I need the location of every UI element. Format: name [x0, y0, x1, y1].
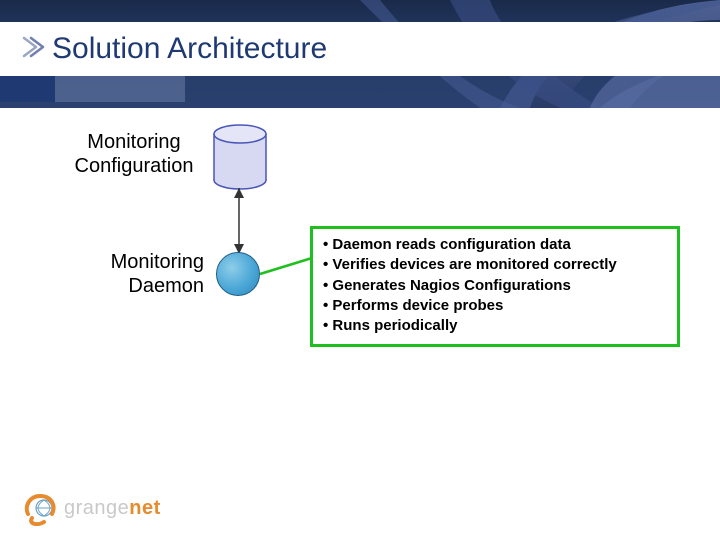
callout-item: Performs device probes — [323, 296, 667, 316]
callout-box: Daemon reads configuration data Verifies… — [310, 226, 680, 347]
daemon-label: Monitoring Daemon — [64, 250, 204, 298]
title-bar: Solution Architecture — [0, 22, 720, 76]
callout-list: Daemon reads configuration data Verifies… — [323, 235, 667, 336]
sub-band-dark — [0, 76, 55, 102]
title-arrow-icon — [22, 36, 46, 63]
config-label: Monitoring Configuration — [64, 130, 204, 178]
logo-swirl-icon — [22, 490, 58, 526]
callout-item: Verifies devices are monitored correctly — [323, 255, 667, 275]
daemon-node-icon — [216, 252, 260, 296]
header-band: Solution Architecture — [0, 0, 720, 108]
callout-item: Runs periodically — [323, 316, 667, 336]
slide-title: Solution Architecture — [52, 32, 327, 66]
logo-text: grangenet — [64, 497, 161, 520]
config-cylinder-icon — [212, 124, 268, 190]
brand-logo: grangenet — [22, 490, 161, 526]
connector-arrow-icon — [237, 188, 241, 254]
logo-text-orange: net — [129, 497, 161, 519]
sub-band-light — [55, 76, 185, 102]
callout-item: Generates Nagios Configurations — [323, 276, 667, 296]
callout-connector-icon — [258, 256, 314, 286]
logo-text-pale: grange — [64, 497, 129, 519]
callout-item: Daemon reads configuration data — [323, 235, 667, 255]
slide-content: Monitoring Configuration Monitoring Daem… — [0, 108, 720, 540]
